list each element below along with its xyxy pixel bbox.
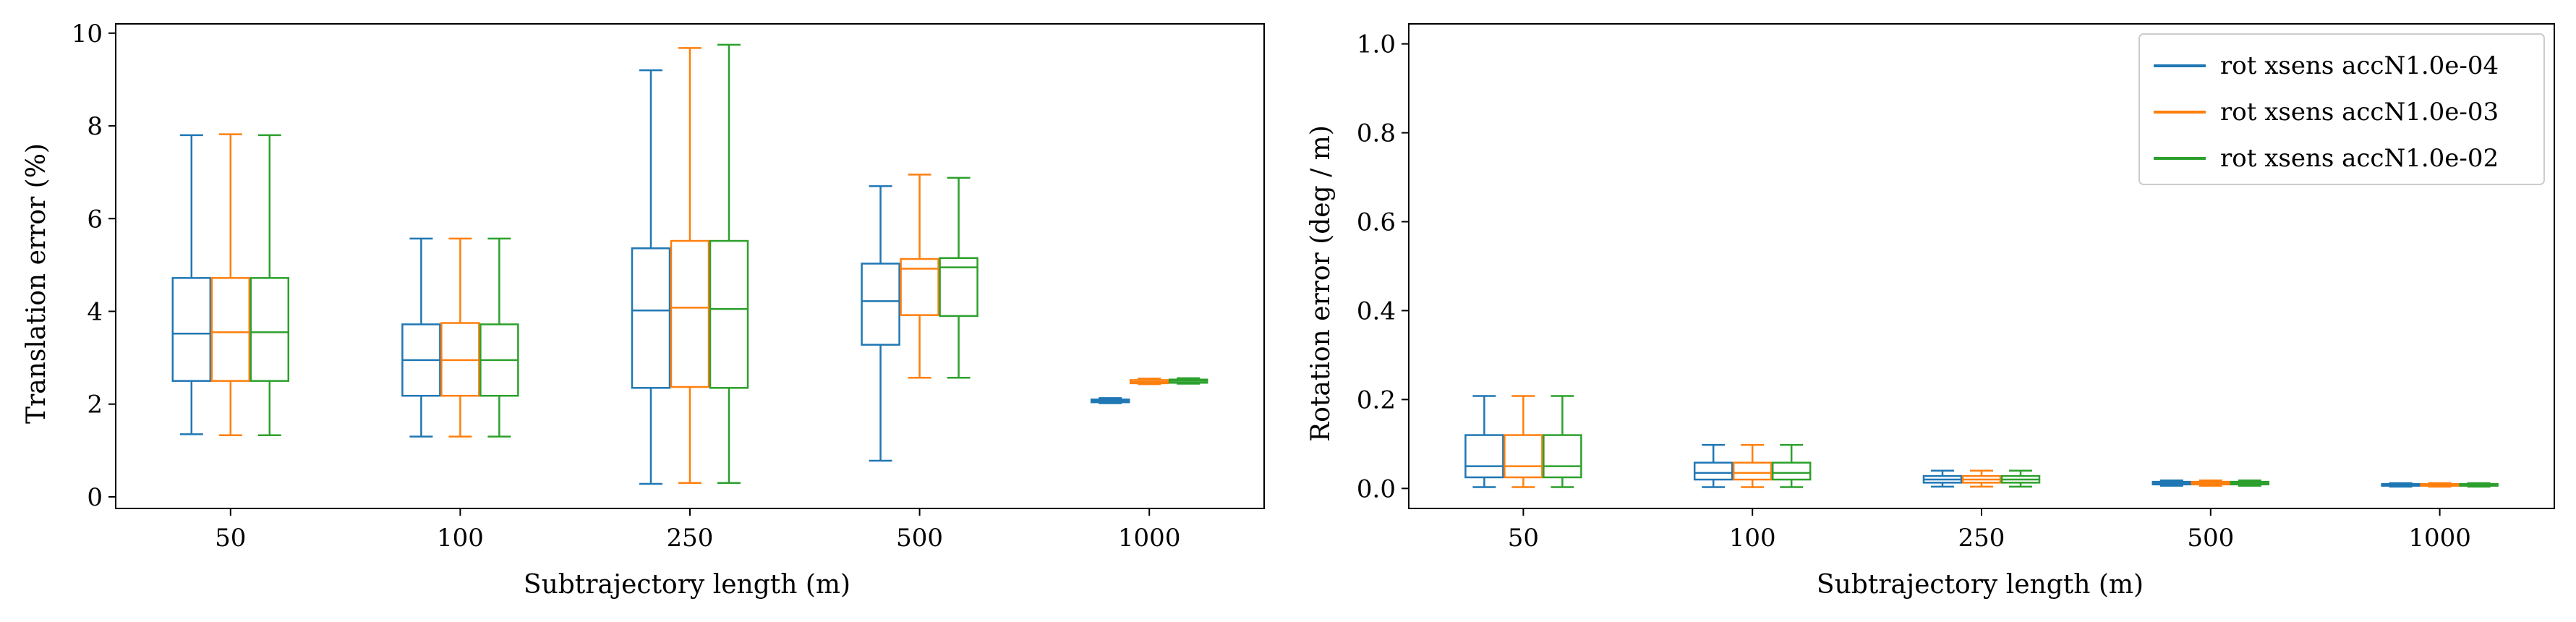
y-tick-label: 0.2	[1357, 385, 1396, 414]
box-rot-xsens-accN1-0e-03-50	[210, 133, 251, 436]
box-body	[171, 277, 212, 382]
y-tick-label: 0	[87, 483, 103, 512]
box-rot-xsens-accN1-0e-02-500	[939, 176, 978, 379]
box-rot-xsens-accN1-0e-03-50	[1504, 395, 1543, 488]
box-body	[861, 263, 900, 346]
box-body	[709, 239, 749, 389]
x-tick-label: 50	[215, 524, 246, 553]
box-rot-xsens-accN1-0e-02-250	[709, 43, 749, 484]
x-tick-label: 100	[437, 524, 484, 553]
box-body	[210, 277, 251, 382]
rotation-error-chart: Subtrajectory length (m) Rotation error …	[1306, 23, 2555, 600]
box-rot-xsens-accN1-0e-04-500	[861, 185, 900, 462]
x-tick-label: 1000	[2408, 524, 2471, 553]
x-tick-label: 500	[896, 524, 943, 553]
y-tick-label: 4	[87, 298, 103, 327]
box-rot-xsens-accN1-0e-02-50	[1543, 395, 1582, 488]
box-rot-xsens-accN1-0e-03-100	[440, 237, 480, 438]
box-rot-xsens-accN1-0e-04-250	[631, 69, 671, 485]
box-rot-xsens-accN1-0e-02-250	[2000, 469, 2041, 488]
y-tick-label: 0.6	[1357, 208, 1396, 237]
box-rot-xsens-accN1-0e-02-500	[2230, 480, 2270, 487]
box-rot-xsens-accN1-0e-02-50	[250, 134, 290, 436]
box-body	[250, 277, 290, 382]
x-tick-label: 250	[667, 524, 714, 553]
box-rot-xsens-accN1-0e-04-50	[171, 134, 212, 435]
y-tick-label: 6	[87, 205, 103, 234]
box-rot-xsens-accN1-0e-04-1000	[2381, 482, 2421, 488]
box-rot-xsens-accN1-0e-04-250	[1922, 469, 1963, 488]
box-rot-xsens-accN1-0e-03-500	[2191, 480, 2231, 487]
y-tick-label: 8	[87, 112, 103, 141]
box-rot-xsens-accN1-0e-04-500	[2151, 480, 2192, 487]
legend-frame	[2138, 33, 2545, 185]
x-tick-label: 1000	[1118, 524, 1181, 553]
box-rot-xsens-accN1-0e-04-50	[1464, 395, 1504, 488]
box-rot-xsens-accN1-0e-02-1000	[1168, 377, 1208, 385]
box-rot-xsens-accN1-0e-03-500	[900, 174, 939, 379]
box-rot-xsens-accN1-0e-02-100	[1771, 443, 1812, 488]
y-axis-label-translation: Translation error (%)	[22, 143, 51, 424]
x-tick-label: 250	[1958, 524, 2005, 553]
box-rot-xsens-accN1-0e-04-100	[1693, 443, 1733, 488]
y-tick-label: 10	[72, 20, 103, 48]
y-axis-label-rotation: Rotation error (deg / m)	[1306, 125, 1336, 442]
box-body	[1771, 461, 1812, 481]
box-body	[900, 257, 939, 316]
box-body	[670, 239, 710, 388]
box-body	[1732, 461, 1773, 481]
box-rot-xsens-accN1-0e-03-250	[1961, 469, 2002, 488]
box-rot-xsens-accN1-0e-02-1000	[2459, 482, 2499, 488]
legend-label: rot xsens accN1.0e-02	[2220, 144, 2499, 173]
y-tick-label: 2	[87, 391, 103, 419]
box-body	[1543, 434, 1582, 479]
box-body	[1504, 434, 1543, 479]
box-rot-xsens-accN1-0e-02-100	[479, 237, 519, 438]
x-tick-label: 100	[1729, 524, 1776, 553]
plot-frame	[115, 23, 1265, 509]
y-tick-label: 0.4	[1357, 297, 1396, 325]
box-body	[1693, 461, 1733, 481]
box-rot-xsens-accN1-0e-03-100	[1732, 443, 1773, 488]
x-tick-label: 500	[2187, 524, 2234, 553]
y-tick-label: 0.0	[1357, 474, 1396, 503]
y-tick-label: 0.8	[1357, 119, 1396, 148]
box-body	[939, 257, 978, 318]
legend-label: rot xsens accN1.0e-04	[2220, 51, 2499, 80]
box-rot-xsens-accN1-0e-04-100	[401, 237, 441, 438]
x-tick-label: 50	[1508, 524, 1539, 553]
box-rot-xsens-accN1-0e-03-1000	[1129, 378, 1169, 385]
plot-frame	[1408, 23, 2555, 509]
x-axis-label-translation: Subtrajectory length (m)	[524, 570, 850, 600]
box-rot-xsens-accN1-0e-03-250	[670, 47, 710, 484]
box-rot-xsens-accN1-0e-04-1000	[1090, 397, 1130, 404]
legend-label: rot xsens accN1.0e-03	[2220, 98, 2499, 127]
translation-error-chart: Subtrajectory length (m) Translation err…	[22, 20, 1265, 600]
x-axis-label-rotation: Subtrajectory length (m)	[1817, 570, 2144, 600]
y-tick-label: 1.0	[1357, 30, 1396, 59]
box-body	[1464, 434, 1504, 479]
box-body	[631, 247, 671, 389]
legend: rot xsens accN1.0e-04 rot xsens accN1.0e-…	[2138, 33, 2545, 185]
box-rot-xsens-accN1-0e-03-1000	[2420, 482, 2460, 488]
